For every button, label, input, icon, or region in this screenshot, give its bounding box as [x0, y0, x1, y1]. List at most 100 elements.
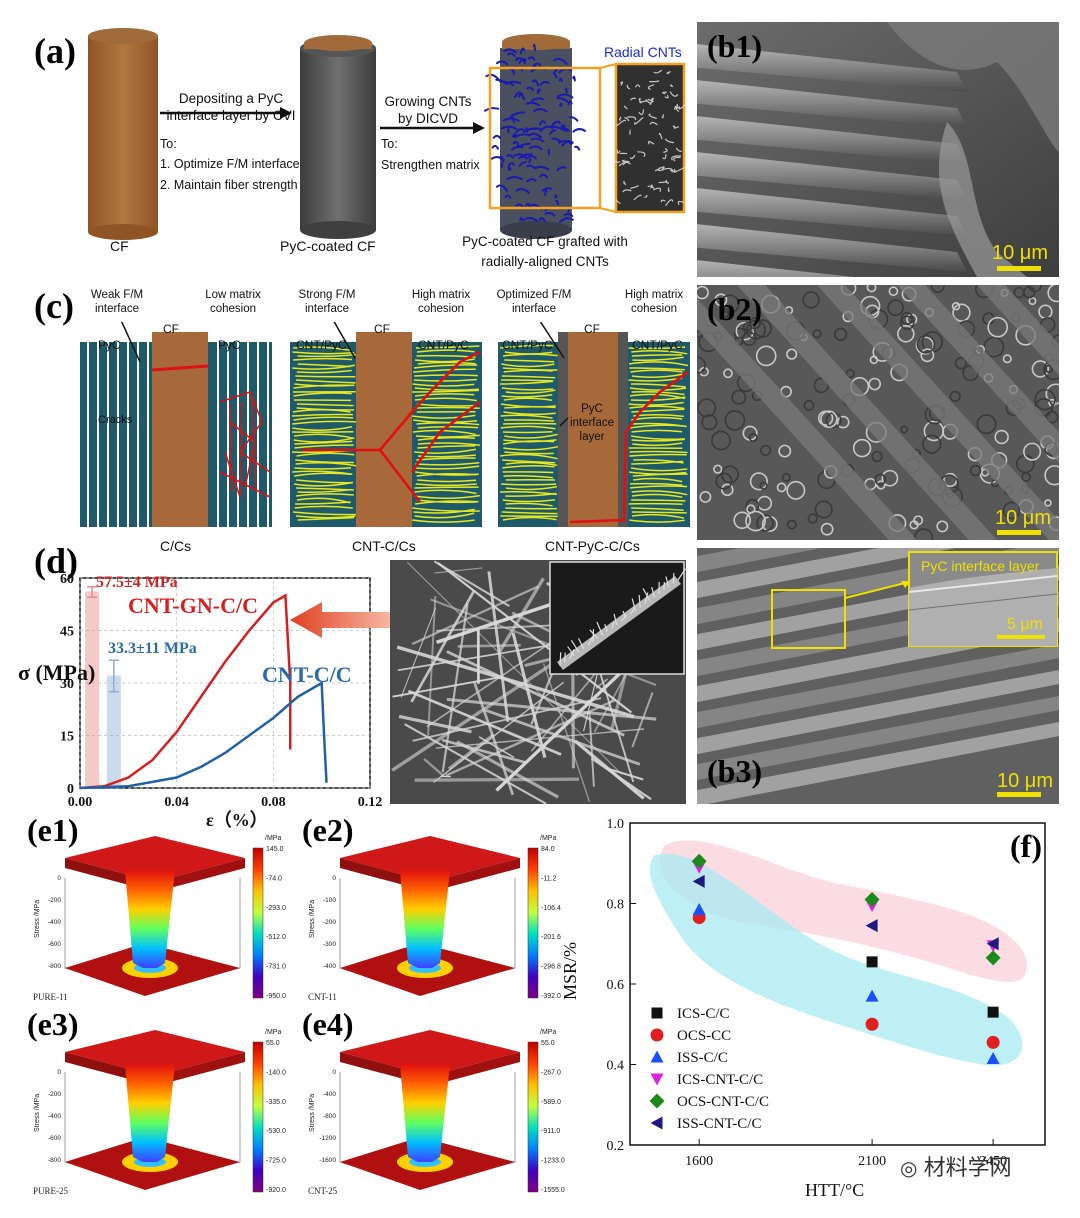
cnt-fiber: [595, 678, 609, 689]
legend-entry: ISS-C/C: [677, 1050, 728, 1066]
cnt-strand: [628, 401, 684, 406]
x-tick-label: 0.00: [68, 795, 93, 810]
cnt-hair: [539, 173, 549, 179]
cnt-strand: [295, 515, 356, 519]
top-surface: [340, 836, 520, 882]
inset-texture-stroke: [660, 199, 666, 203]
panel-label-d: (d): [34, 541, 78, 581]
matrix-bead: [983, 336, 1005, 358]
non-cnt-group-highlight: [649, 853, 1023, 1066]
matrix-bead: [711, 430, 731, 451]
c1-center: CF: [163, 322, 179, 336]
data-point: [650, 1050, 664, 1063]
cnt-strand: [631, 390, 685, 396]
cnt-strand: [416, 406, 480, 409]
colorbar-tick: -140.0: [266, 1069, 286, 1076]
cnt-strand: [412, 429, 476, 436]
z-tick: 0: [57, 1069, 61, 1076]
cnt-strand: [296, 403, 354, 407]
cnt-strand: [296, 497, 351, 504]
matrix-bead: [759, 444, 772, 457]
colorbar-tick: -74.0: [266, 875, 282, 882]
fiber-rod: [697, 722, 1059, 804]
inset-texture-stroke: [673, 166, 685, 173]
cnt-fiber: [400, 607, 437, 698]
cnt-strand: [505, 492, 557, 497]
z-tick: -1200: [319, 1135, 336, 1142]
inset-texture-stroke: [647, 185, 655, 190]
x-tick-label: 2450: [979, 1154, 1007, 1169]
colorbar-tick: -267.0: [541, 1069, 561, 1076]
cnt-strand: [505, 461, 558, 467]
graphene-spike: [677, 568, 686, 581]
fiber-rod: [697, 644, 1059, 729]
inset-texture-stroke: [675, 106, 680, 112]
cnt-hair: [490, 156, 505, 162]
panel-c-schematic: [80, 322, 690, 527]
cnt-strand: [631, 429, 683, 433]
fiber-rod: [897, 285, 1059, 464]
f-ylabel: MSR/%: [560, 941, 580, 1000]
cnt-hair: [534, 165, 550, 171]
colorbar-tick: -530.0: [266, 1128, 286, 1135]
cnt-strand: [632, 442, 683, 447]
cnt-strand: [501, 483, 557, 486]
graphene-spike: [630, 607, 636, 615]
cnt-strand: [293, 357, 353, 361]
inset-texture-stroke: [662, 154, 667, 160]
colorbar-tick: -335.0: [266, 1099, 286, 1106]
inset-texture-stroke: [618, 116, 622, 121]
cnt-strand: [293, 481, 354, 487]
legend-entry: OCS-CNT-C/C: [677, 1094, 769, 1110]
cnt-hair: [527, 155, 537, 160]
panel-label-e2: (e2): [302, 812, 354, 848]
data-point: [866, 956, 878, 968]
cnt-hair: [567, 100, 573, 106]
cnt-hair: [485, 73, 500, 82]
cnt-strand: [296, 369, 352, 374]
c3-pyc-layer: PyC interface layer: [569, 403, 615, 443]
cnt-fiber: [427, 596, 437, 736]
cnt-strand: [505, 485, 558, 491]
cnt-strand: [502, 353, 558, 357]
cnt-hair: [507, 128, 510, 134]
cnt-strand: [413, 378, 477, 382]
fiber-rod: [697, 116, 967, 164]
inset-texture-stroke: [649, 79, 660, 83]
graphene-spike: [604, 623, 608, 632]
matrix-bead: [954, 357, 968, 370]
cnt-strand: [412, 519, 475, 523]
cnt-hair: [564, 87, 568, 94]
colorbar-unit: /MPa: [265, 835, 281, 842]
cnt-hair: [551, 120, 562, 128]
graphene-spike: [596, 621, 604, 636]
inset-texture-stroke: [669, 168, 676, 172]
cnt-hair: [552, 72, 558, 79]
matrix-bead: [920, 348, 935, 363]
cnt-fiber: [434, 567, 483, 574]
matrix-bead: [900, 311, 914, 325]
cnt-strand: [297, 353, 356, 358]
sample-name: CNT-11: [308, 992, 337, 1002]
cnt-strand: [503, 369, 553, 373]
inset-texture-stroke: [638, 99, 648, 103]
cnt-hair: [530, 97, 544, 102]
cnt-strand: [294, 440, 353, 445]
inset-texture-stroke: [658, 179, 668, 184]
cnt-strand: [411, 414, 476, 419]
cnt-strand: [294, 501, 351, 505]
cnt-hair: [492, 134, 502, 139]
cnt-hair: [517, 153, 533, 160]
inset-texture-stroke: [616, 119, 627, 127]
colorbar: [252, 847, 264, 999]
data-point: [692, 874, 705, 888]
step1-to: To:: [160, 137, 177, 151]
cnt-strand: [629, 424, 683, 429]
cnt-strand: [504, 433, 558, 439]
cnt-hair: [574, 145, 581, 151]
cnt-strand: [631, 408, 685, 413]
legend-entry: ISS-CNT-C/C: [677, 1116, 761, 1132]
graphene-spike: [663, 582, 665, 591]
step1-goal1: 1. Optimize F/M interface: [160, 157, 300, 171]
cnt-fiber: [446, 650, 625, 737]
